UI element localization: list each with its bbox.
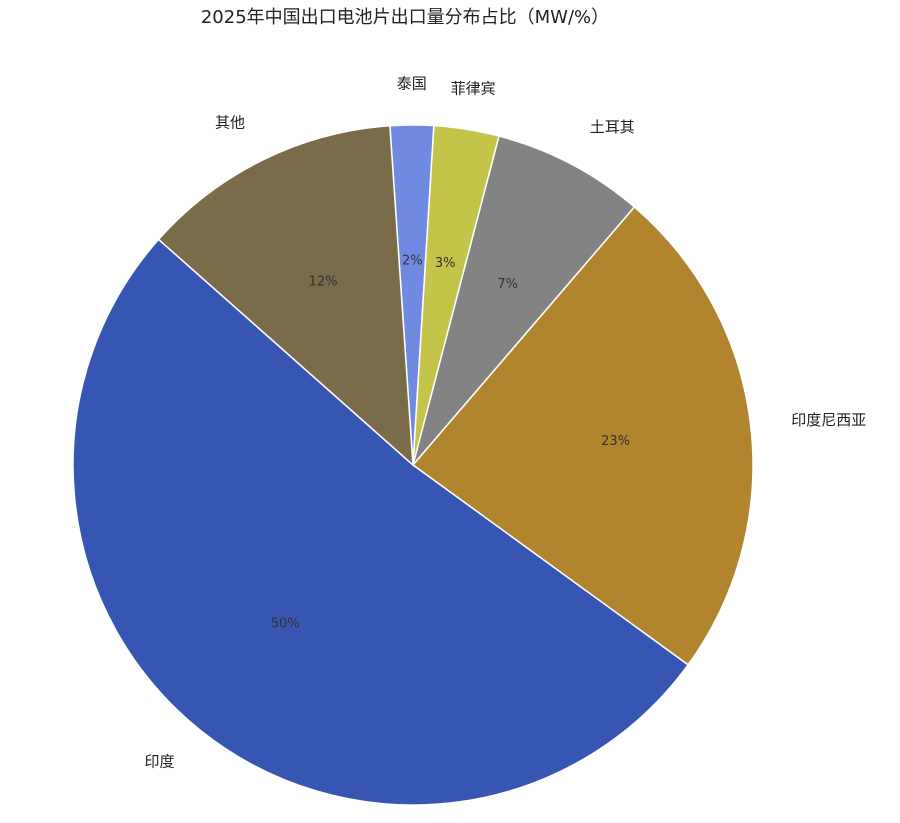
- pie-slice: [411, 205, 754, 666]
- category-label: 印度: [144, 752, 174, 770]
- category-label: 菲律宾: [451, 79, 496, 97]
- slice-label: 12%: [309, 274, 338, 289]
- chart-title: 2025年中国出口电池片出口量分布占比（MW/%）: [201, 7, 609, 28]
- slice-label: 2%: [402, 254, 423, 269]
- slice-label: 3%: [435, 256, 456, 271]
- slice-label: 7%: [497, 277, 518, 292]
- category-label: 印度尼西亚: [791, 411, 866, 429]
- pie-slice: [72, 238, 690, 806]
- slice-label: 50%: [271, 617, 300, 632]
- pie-slice: [157, 124, 414, 467]
- category-label: 土耳其: [590, 118, 635, 136]
- pie-slice: [412, 135, 636, 466]
- category-label: 其他: [215, 114, 245, 132]
- slice-label: 23%: [601, 434, 630, 449]
- category-label: 泰国: [397, 75, 427, 93]
